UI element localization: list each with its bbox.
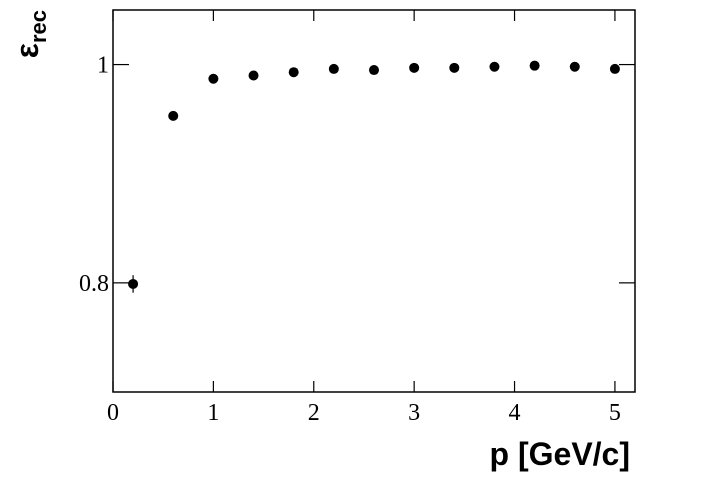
- plot-frame: [112, 9, 636, 393]
- data-point: [168, 110, 179, 121]
- data-point: [529, 60, 540, 71]
- data-point: [409, 62, 420, 73]
- y-axis-label: εrec: [9, 10, 51, 58]
- data-point: [569, 61, 580, 72]
- x-tick-label: 3: [408, 400, 420, 426]
- x-tick-label: 2: [308, 400, 320, 426]
- data-point: [369, 65, 379, 76]
- data-point: [288, 67, 299, 78]
- data-point: [128, 278, 139, 289]
- y-tick-label: 0.8: [79, 271, 109, 297]
- x-tick-label: 1: [207, 400, 219, 426]
- x-tick-label: 0: [107, 400, 119, 426]
- x-axis-label: p [GeV/c]: [490, 436, 630, 472]
- data-point: [328, 63, 339, 74]
- data-point: [208, 73, 219, 84]
- data-point: [449, 62, 460, 73]
- x-tick-label: 4: [509, 400, 521, 426]
- data-point: [489, 61, 500, 72]
- y-label-subscript: rec: [26, 10, 51, 43]
- y-label-symbol: ε: [9, 43, 45, 58]
- data-point: [609, 63, 620, 74]
- y-tick-label: 1: [97, 53, 109, 79]
- x-tick-label: 5: [609, 400, 621, 426]
- data-point: [248, 70, 259, 81]
